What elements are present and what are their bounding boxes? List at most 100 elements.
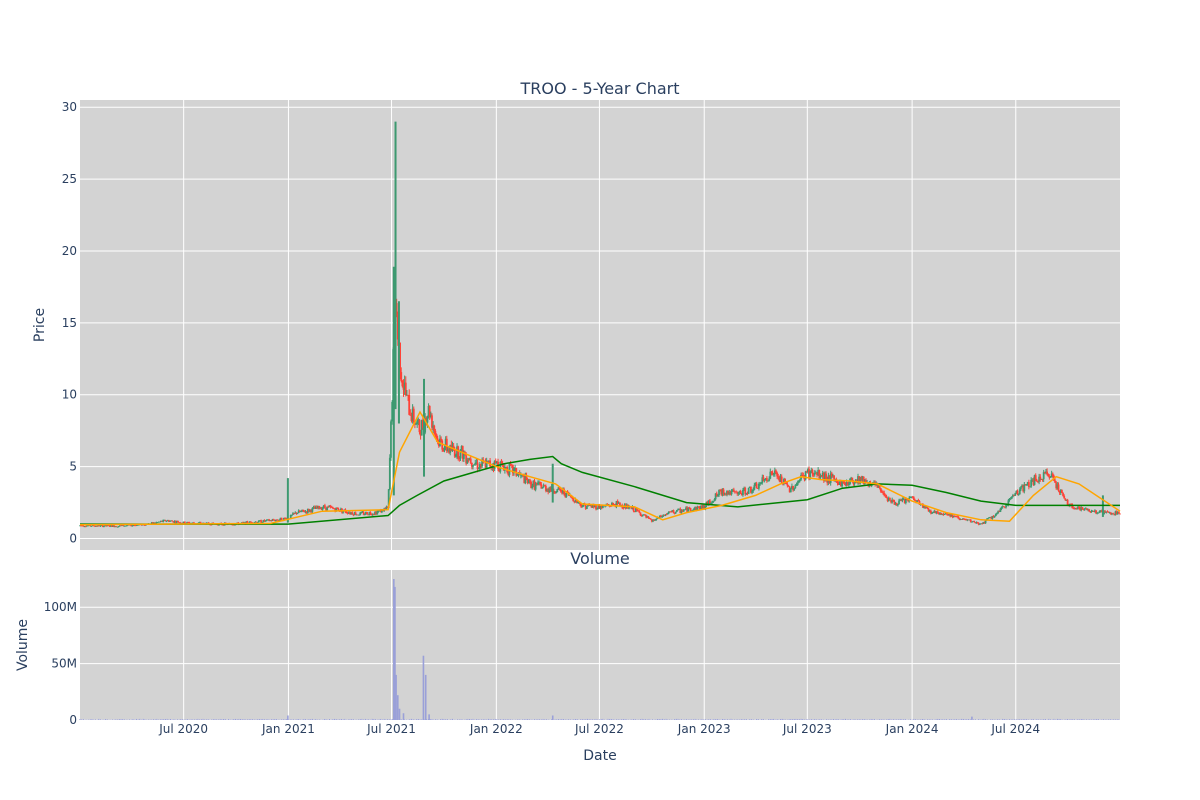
volume-bar [494,718,496,720]
volume-bar [978,718,980,720]
volume-bar [361,718,363,720]
volume-bar [863,719,865,720]
candle-body [183,521,186,524]
candle-body [867,482,870,486]
candle-body [1057,484,1060,491]
candle-body [555,492,558,494]
candle-body [523,475,526,484]
volume-bar [631,719,633,720]
candle-body [352,514,355,516]
candle-body [481,459,484,467]
candle-body [763,479,766,481]
volume-bar [176,719,178,720]
candle-body [726,490,728,495]
candle-body [926,507,929,509]
candle-body [294,512,297,514]
candle-body [783,479,785,484]
volume-bar [663,719,665,720]
candle-body [276,519,278,521]
candle-body [857,476,859,483]
candle-body [727,490,730,495]
volume-bar [829,719,831,720]
candle-body [540,484,543,489]
candle-body [972,521,974,522]
candle-body [633,511,636,512]
candle-body [1037,481,1039,483]
candle-body [1097,512,1100,514]
volume-bar [1036,719,1038,720]
candle-body [851,477,854,481]
candle-body [120,525,122,527]
candle-body [415,424,417,425]
volume-bar [991,719,994,720]
price-y-tick-label: 30 [62,100,77,114]
volume-bar [1022,719,1024,720]
candle-body [544,486,547,491]
candle-body [297,510,300,513]
candle-body [136,524,138,526]
candle-body [934,510,937,514]
candle-body [689,508,692,511]
candle-body [303,511,306,513]
volume-bar [856,719,859,720]
candle-body [357,514,359,516]
volume-bar [843,719,845,720]
volume-bar [551,715,554,720]
candle-body [358,514,360,516]
candle-body [1008,498,1011,501]
volume-bar [660,719,662,720]
candle-body [719,490,722,491]
volume-bar [952,719,954,720]
volume-bar [957,719,959,720]
volume-bar [896,719,898,720]
candle-body [529,479,531,482]
volume-bar [767,719,770,720]
candle-body [827,475,830,483]
candle-body [895,502,898,506]
candle-body [96,525,98,527]
candle-body [453,450,456,457]
volume-bar [217,719,220,720]
candle-body [1096,512,1099,514]
candle-body [388,457,391,490]
volume-bar [224,718,226,720]
candle-body [878,484,881,489]
volume-bar [421,719,423,720]
volume-bar [120,719,122,720]
candle-body [916,500,919,502]
volume-bar [347,719,349,720]
candle-body [550,486,553,491]
volume-bar [612,719,614,720]
candle-body [425,418,428,423]
candle-body [754,483,757,486]
candle-body [345,512,348,514]
candle-body [981,523,984,525]
candle-body [360,512,363,514]
volume-bar [1037,719,1040,720]
volume-bar [412,719,414,720]
candle-body [736,491,739,494]
candle-body [560,491,563,493]
candle-body [300,511,302,513]
volume-bar [1089,719,1091,720]
candle-body [260,520,263,523]
volume-bar [282,719,284,720]
volume-bar [781,718,783,720]
candle-body [556,489,559,493]
candle-body [714,493,717,500]
candle-body [272,519,275,521]
candle-body [1108,512,1111,514]
volume-bar [491,719,493,720]
candle-body [346,512,349,514]
volume-bar [185,719,187,720]
candle-body [632,506,635,512]
candle-body [678,508,681,510]
volume-bar [332,719,334,720]
candle-body [241,522,244,524]
volume-bar [752,719,754,720]
candle-body [818,470,821,479]
candle-body [953,515,956,517]
candle-body [375,511,378,515]
volume-bar [691,719,693,720]
candle-body [935,511,938,514]
